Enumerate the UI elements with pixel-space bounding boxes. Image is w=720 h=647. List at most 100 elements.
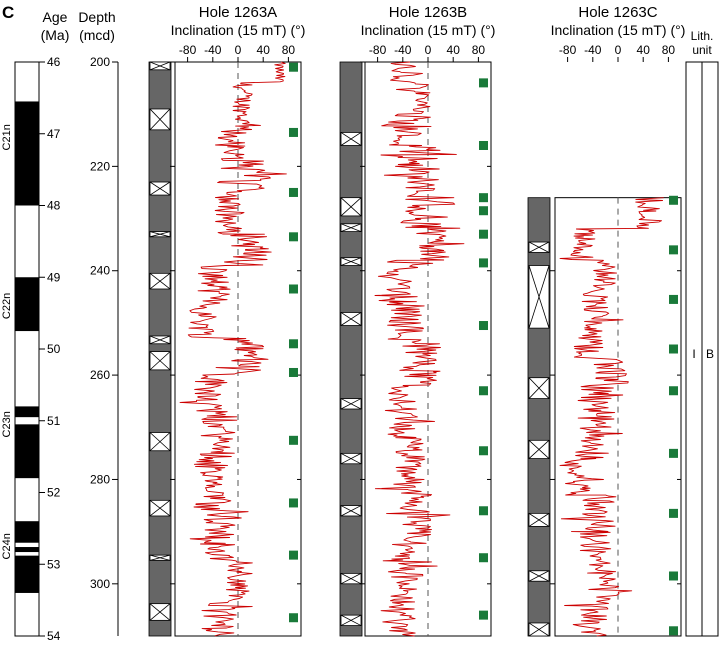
core-gap-cross bbox=[340, 398, 362, 410]
core-top-marker bbox=[479, 258, 488, 268]
core-top-marker bbox=[289, 127, 298, 137]
hole-1263b-xlabel: Inclination (15 mT) (°) bbox=[361, 22, 496, 38]
lith-unit-roman: I bbox=[692, 347, 695, 361]
lith-header-line1: Lith. bbox=[691, 29, 714, 43]
age-tick-label: 51 bbox=[47, 414, 61, 428]
core-gap-cross bbox=[528, 241, 550, 253]
x-tick-label: 0 bbox=[235, 43, 242, 57]
age-tick-label: 49 bbox=[47, 270, 61, 284]
core-top-marker bbox=[669, 386, 678, 396]
core-recovery-column bbox=[527, 197, 551, 637]
core-top-marker bbox=[289, 339, 298, 349]
normal-polarity-interval bbox=[15, 406, 39, 418]
age-tick-label: 48 bbox=[47, 199, 61, 213]
core-gap-cross bbox=[149, 335, 171, 345]
depth-tick-label: 260 bbox=[90, 368, 110, 382]
age-tick-label: 53 bbox=[47, 557, 61, 571]
core-gap-cross bbox=[149, 351, 171, 371]
hole-1263b-panel: Hole 1263B Inclination (15 mT) (°) -80 -4… bbox=[339, 4, 496, 637]
core-gap-cross bbox=[340, 573, 362, 585]
inclination-trace bbox=[374, 61, 465, 637]
age-column: Age (Ma) C21n C22n C23n C24n 46 47 48 49 50 51 52… bbox=[1, 9, 69, 643]
core-gap-cross bbox=[528, 265, 550, 329]
core-top-marker bbox=[479, 229, 488, 239]
core-top-marker bbox=[479, 386, 488, 396]
depth-title-line2: (mcd) bbox=[79, 27, 115, 43]
core-top-marker bbox=[289, 232, 298, 242]
panel-label: C bbox=[2, 3, 14, 22]
core-gap-cross bbox=[149, 231, 171, 238]
hole-1263a-title: Hole 1263A bbox=[199, 4, 277, 21]
lith-unit-letter: B bbox=[706, 347, 714, 361]
core-recovery-column bbox=[148, 61, 172, 637]
hole-1263a-xlabel: Inclination (15 mT) (°) bbox=[171, 22, 306, 38]
core-gap-cross bbox=[528, 513, 550, 527]
chron-label: C21n bbox=[1, 124, 13, 150]
normal-polarity-interval bbox=[15, 424, 39, 479]
core-top-marker bbox=[479, 78, 488, 88]
core-gap-cross bbox=[340, 257, 362, 266]
core-top-marker bbox=[669, 294, 678, 304]
polarity-strip: C21n C22n C23n C24n bbox=[1, 61, 40, 637]
core-top-marker bbox=[669, 508, 678, 518]
x-tick-label: 80 bbox=[662, 43, 676, 57]
hole-1263c-xlabel: Inclination (15 mT) (°) bbox=[551, 22, 686, 38]
x-tick-label: 40 bbox=[637, 43, 651, 57]
core-top-marker bbox=[289, 62, 298, 72]
x-tick-label: -40 bbox=[394, 43, 412, 57]
x-tick-label: 0 bbox=[615, 43, 622, 57]
x-tick-label: -80 bbox=[559, 43, 577, 57]
core-top-marker bbox=[479, 553, 488, 563]
core-gap-cross bbox=[340, 197, 362, 217]
age-tick-label: 47 bbox=[47, 127, 61, 141]
core-gap-cross bbox=[340, 132, 362, 146]
hole-1263a-panel: Hole 1263A Inclination (15 mT) (°) -80 -4… bbox=[148, 4, 306, 637]
core-top-marker bbox=[479, 206, 488, 216]
core-recovery-column bbox=[339, 61, 363, 637]
core-gap-cross bbox=[340, 505, 362, 517]
core-gap-cross bbox=[149, 554, 171, 561]
x-tick-label: 0 bbox=[425, 43, 432, 57]
core-gap-cross bbox=[528, 570, 550, 582]
depth-tick-label: 240 bbox=[90, 264, 110, 278]
core-gap-cross bbox=[149, 500, 171, 517]
core-top-marker bbox=[289, 550, 298, 560]
core-gap-cross bbox=[340, 453, 362, 465]
core-top-marker bbox=[669, 571, 678, 581]
lith-header-line2: unit bbox=[692, 43, 712, 57]
depth-tick-label: 220 bbox=[90, 159, 110, 173]
core-gap-cross bbox=[528, 622, 550, 637]
inclination-plot-frame bbox=[554, 197, 682, 637]
age-tick-label: 52 bbox=[47, 486, 61, 500]
core-top-marker bbox=[479, 610, 488, 620]
depth-tick-label: 300 bbox=[90, 577, 110, 591]
normal-polarity-interval bbox=[15, 521, 39, 543]
hole-1263c-panel: Hole 1263C Inclination (15 mT) (°) -80 -4… bbox=[527, 4, 686, 637]
core-top-marker bbox=[669, 195, 678, 205]
core-gap-cross bbox=[528, 440, 550, 459]
core-gap-cross bbox=[340, 312, 362, 326]
core-gap-cross bbox=[528, 377, 550, 399]
x-tick-label: 80 bbox=[472, 43, 486, 57]
inclination-trace bbox=[179, 61, 287, 637]
x-tick-label: -40 bbox=[584, 43, 602, 57]
core-top-marker bbox=[669, 448, 678, 458]
normal-polarity-interval bbox=[15, 555, 39, 593]
chron-label: C24n bbox=[1, 533, 13, 559]
core-gap-cross bbox=[149, 603, 171, 621]
core-top-marker bbox=[479, 193, 488, 203]
x-tick-label: 80 bbox=[282, 43, 296, 57]
core-top-marker bbox=[479, 140, 488, 150]
core-gap-cross bbox=[340, 223, 362, 232]
depth-title-line1: Depth bbox=[78, 9, 115, 25]
inclination-trace bbox=[559, 197, 664, 637]
chron-label: C22n bbox=[1, 293, 13, 319]
core-gap-cross bbox=[340, 614, 362, 626]
core-top-marker bbox=[669, 245, 678, 255]
lithology-column: Lith. unit I B bbox=[685, 29, 719, 637]
hole-1263b-title: Hole 1263B bbox=[389, 4, 467, 21]
core-top-marker bbox=[669, 626, 678, 636]
core-top-marker bbox=[669, 344, 678, 354]
x-tick-label: 40 bbox=[257, 43, 271, 57]
core-gap-cross bbox=[149, 273, 171, 290]
